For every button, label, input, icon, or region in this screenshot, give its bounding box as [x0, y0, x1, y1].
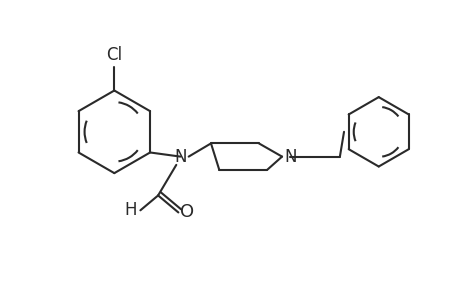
Text: Cl: Cl: [106, 46, 122, 64]
Text: N: N: [284, 148, 297, 166]
Text: O: O: [179, 203, 193, 221]
Text: N: N: [174, 148, 186, 166]
Text: H: H: [124, 201, 137, 219]
